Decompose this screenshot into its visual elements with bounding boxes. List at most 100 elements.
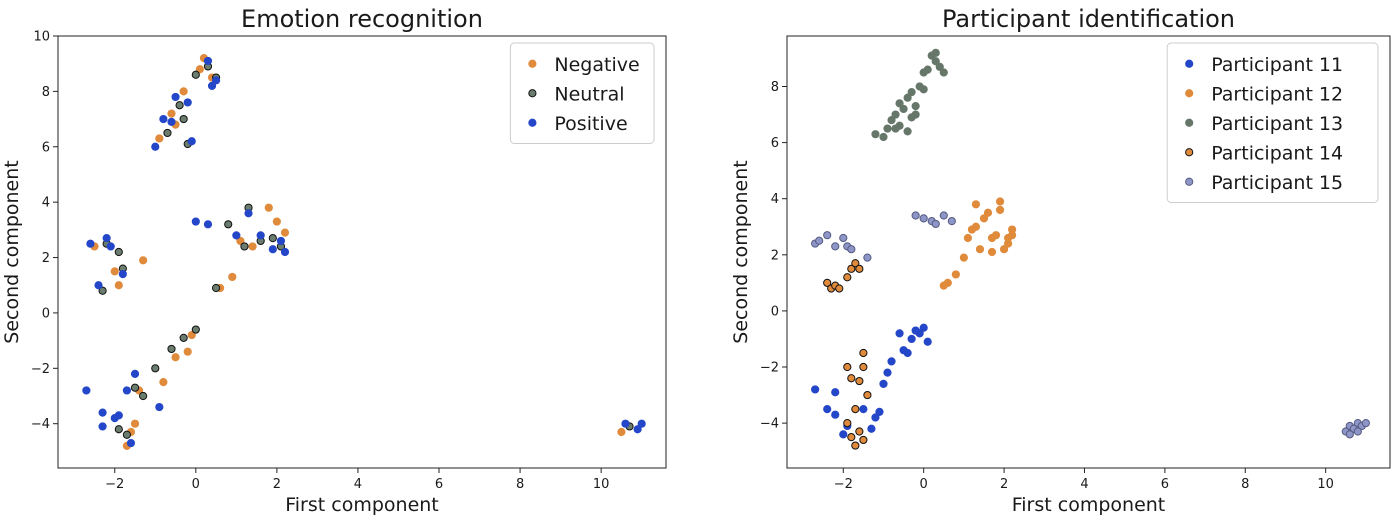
data-point	[911, 326, 920, 335]
x-tick-label: 2	[273, 477, 281, 492]
data-point	[268, 234, 277, 243]
data-point	[98, 408, 107, 417]
x-tick-label: 6	[1161, 477, 1169, 492]
data-point	[276, 236, 286, 246]
y-axis-label: Second component	[1, 160, 23, 343]
y-tick-label: 0	[42, 306, 50, 321]
legend-box	[509, 42, 655, 144]
data-point	[971, 222, 981, 231]
legend-swatch	[528, 118, 537, 127]
data-point	[987, 247, 997, 257]
series-participant-11	[811, 323, 932, 439]
legend-item: Participant 13	[1185, 113, 1343, 135]
data-point	[1353, 427, 1362, 436]
series-positive	[82, 56, 646, 448]
data-point	[211, 76, 221, 85]
data-point	[102, 234, 111, 243]
data-point	[863, 390, 872, 400]
data-point	[907, 334, 916, 344]
data-point	[280, 247, 290, 257]
data-point	[159, 378, 168, 387]
y-tick-label: 2	[42, 251, 50, 266]
data-point	[187, 330, 196, 340]
data-point	[183, 347, 192, 356]
legend-swatch	[1185, 89, 1194, 98]
data-point	[155, 402, 164, 412]
data-point	[995, 205, 1005, 215]
data-point	[843, 273, 852, 282]
y-tick-label: −4	[31, 417, 50, 432]
data-point	[887, 357, 896, 366]
data-point	[951, 270, 960, 279]
data-point	[248, 242, 257, 251]
data-point	[963, 233, 973, 243]
data-point	[232, 231, 241, 240]
y-tick-label: 6	[42, 140, 50, 155]
data-point	[118, 270, 127, 279]
data-point	[907, 88, 916, 97]
data-point	[98, 422, 107, 431]
data-point	[240, 242, 249, 251]
data-point	[895, 99, 904, 108]
x-tick-label: 10	[1317, 477, 1334, 492]
data-point	[110, 267, 119, 276]
data-point	[179, 114, 188, 124]
data-point	[637, 419, 646, 428]
data-point	[203, 220, 213, 229]
x-tick-label: −2	[834, 477, 853, 492]
legend-label: Positive	[554, 113, 627, 135]
data-point	[122, 386, 132, 395]
data-point	[975, 245, 985, 254]
x-tick-label: −2	[105, 477, 124, 492]
legend-label: Participant 11	[1211, 54, 1343, 76]
legend-label: Participant 13	[1211, 113, 1343, 135]
chart-title: Participant identification	[942, 5, 1235, 33]
data-point	[855, 264, 864, 273]
legend-label: Participant 15	[1211, 172, 1343, 194]
x-tick-label: 8	[1241, 477, 1249, 492]
legend-swatch	[1185, 177, 1194, 186]
legend-item: Participant 12	[1185, 83, 1343, 105]
data-point	[187, 137, 196, 146]
data-point	[82, 386, 91, 395]
data-point	[155, 134, 164, 143]
data-point	[883, 124, 892, 133]
plot-area	[786, 35, 1391, 469]
data-point	[151, 142, 160, 151]
data-point	[999, 245, 1009, 254]
scatter-points	[82, 54, 646, 450]
legend-swatch	[1185, 59, 1194, 68]
data-point	[879, 132, 888, 142]
data-point	[875, 407, 884, 416]
data-point	[151, 364, 160, 373]
data-point	[847, 374, 856, 383]
data-point	[851, 441, 860, 450]
x-tick-label: 4	[354, 477, 362, 492]
legend-label: Neutral	[554, 83, 624, 105]
data-point	[130, 369, 140, 378]
y-tick-label: 4	[42, 196, 50, 211]
y-tick-label: −2	[760, 361, 779, 376]
data-point	[895, 329, 904, 338]
data-point	[171, 92, 180, 102]
y-tick-label: 8	[771, 80, 779, 95]
x-tick-label: 8	[516, 477, 524, 492]
series-participant-14	[823, 259, 872, 450]
data-point	[268, 245, 277, 254]
data-point	[167, 344, 176, 354]
data-point	[272, 217, 281, 226]
data-point	[114, 281, 123, 290]
data-point	[867, 424, 876, 433]
data-point	[979, 214, 989, 223]
data-point	[94, 281, 103, 290]
legend-swatch	[1185, 148, 1194, 157]
data-point	[122, 430, 132, 439]
y-tick-label: 8	[42, 85, 50, 100]
legend-item: Negative	[528, 54, 640, 76]
data-point	[859, 362, 868, 372]
data-point	[179, 87, 188, 96]
y-tick-label: 6	[771, 136, 779, 151]
data-point	[86, 239, 95, 248]
data-point	[621, 419, 630, 428]
data-point	[617, 427, 626, 437]
